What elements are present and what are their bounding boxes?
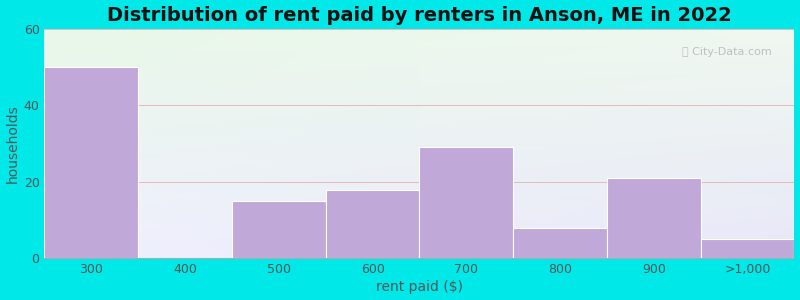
Bar: [326, 190, 419, 258]
Bar: [701, 239, 794, 258]
Bar: [419, 148, 513, 258]
Bar: [232, 201, 326, 258]
X-axis label: rent paid ($): rent paid ($): [376, 280, 463, 294]
Y-axis label: households: households: [6, 104, 19, 183]
Title: Distribution of rent paid by renters in Anson, ME in 2022: Distribution of rent paid by renters in …: [107, 6, 732, 25]
Bar: [45, 67, 138, 258]
Bar: [607, 178, 701, 258]
Bar: [513, 228, 607, 258]
Text: Ⓜ City-Data.com: Ⓜ City-Data.com: [682, 47, 772, 57]
